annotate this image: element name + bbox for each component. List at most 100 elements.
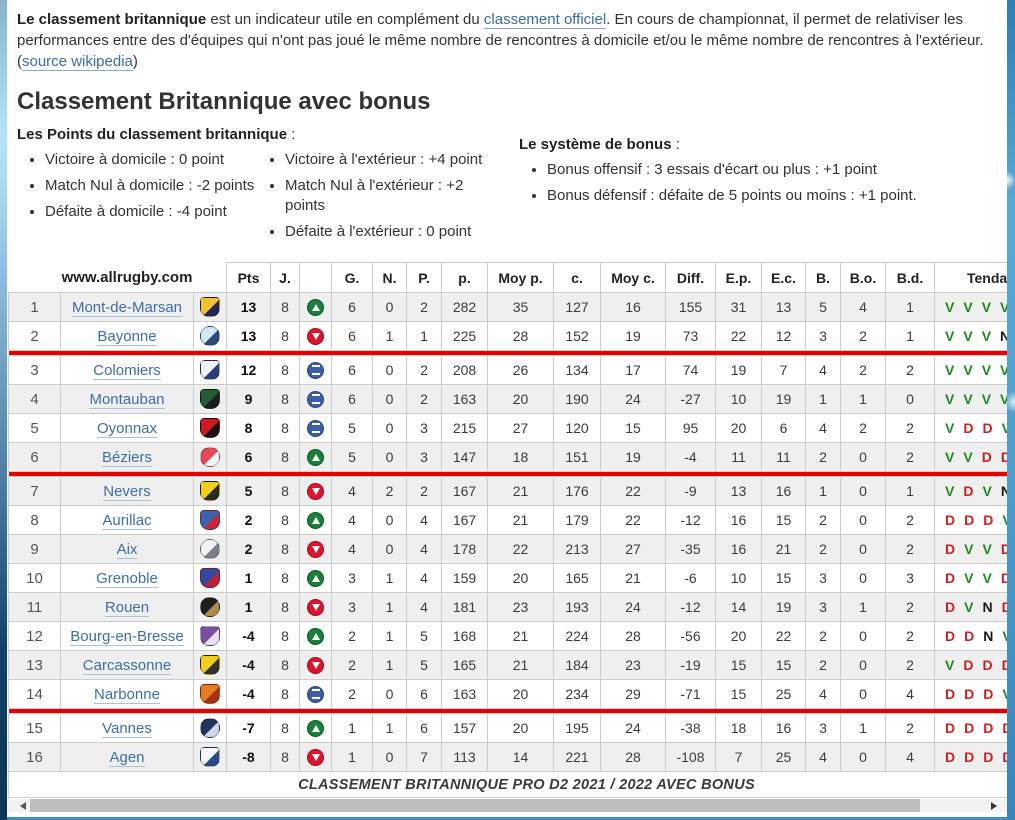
team-link[interactable]: Nevers xyxy=(103,482,151,501)
bonus-cell: 2 xyxy=(805,505,841,535)
offensive-bonus-cell: 1 xyxy=(840,713,886,743)
points-for-cell: 113 xyxy=(441,742,488,772)
team-cell: Nevers xyxy=(60,476,194,506)
avg-points-for-cell: 28 xyxy=(487,321,554,351)
losses-cell: 3 xyxy=(406,413,442,443)
tries-for-cell: 31 xyxy=(715,292,762,322)
team-link[interactable]: Grenoble xyxy=(96,569,158,588)
tries-for-cell: 15 xyxy=(715,679,762,709)
defensive-bonus-header: B.d. xyxy=(885,262,935,293)
trend-letter: V xyxy=(982,483,992,499)
scrollbar-left-arrow-icon[interactable] xyxy=(20,802,26,810)
team-link[interactable]: Mont-de-Marsan xyxy=(71,298,183,317)
pts-cell: 2 xyxy=(226,505,271,535)
trend-letter: D xyxy=(964,686,975,702)
team-link[interactable]: Colomiers xyxy=(93,361,161,380)
tries-for-cell: 18 xyxy=(715,713,762,743)
team-link[interactable]: Carcassonne xyxy=(82,656,172,675)
rank-cell: 6 xyxy=(8,442,61,472)
pts-cell: 1 xyxy=(226,592,271,622)
wins-cell: 1 xyxy=(331,713,373,743)
draws-cell: 0 xyxy=(372,534,407,564)
team-link[interactable]: Agen xyxy=(109,748,145,767)
team-link[interactable]: Bourg-en-Bresse xyxy=(70,627,184,646)
draws-cell: 2 xyxy=(372,476,407,506)
team-link[interactable]: Vannes xyxy=(102,719,152,738)
bonus-rules-title-suffix: : xyxy=(671,136,680,153)
defensive-bonus-cell: 0 xyxy=(885,384,935,414)
team-link[interactable]: Montauban xyxy=(89,390,165,409)
bonus-rules-title: Le système de bonus : xyxy=(519,134,917,155)
team-cell: Narbonne xyxy=(60,679,194,709)
trend-letter: D xyxy=(964,749,975,765)
trend-letter: V xyxy=(982,570,992,586)
tries-for-cell: 20 xyxy=(715,413,762,443)
trend-letter: N xyxy=(983,628,994,644)
team-logo-icon xyxy=(200,297,220,317)
draws-cell: 1 xyxy=(372,563,407,593)
team-link[interactable]: Aix xyxy=(116,540,138,559)
tries-against-cell: 16 xyxy=(761,713,806,743)
defensive-bonus-cell: 2 xyxy=(885,534,935,564)
tries-for-header: E.p. xyxy=(715,262,762,293)
trend-letter: D xyxy=(1002,599,1007,615)
avg-points-against-cell: 23 xyxy=(600,650,666,680)
logo-cell xyxy=(193,592,227,622)
tries-against-cell: 7 xyxy=(761,355,806,385)
team-link[interactable]: Aurillac xyxy=(102,511,152,530)
trend-letter: D xyxy=(983,749,994,765)
trend-icon-cell xyxy=(299,505,332,535)
diff-cell: 155 xyxy=(665,292,716,322)
trend-icon-cell xyxy=(299,650,332,680)
wins-cell: 3 xyxy=(331,592,373,622)
team-link[interactable]: Béziers xyxy=(101,448,153,467)
scrollbar-right-arrow-icon[interactable] xyxy=(991,802,997,810)
trend-letter: V xyxy=(964,599,974,615)
tries-for-cell: 7 xyxy=(715,742,762,772)
team-link[interactable]: Bayonne xyxy=(97,327,157,346)
trend-letter: V xyxy=(963,362,973,378)
trend-letters-cell: DVVD xyxy=(934,534,1007,564)
trend-equal-icon xyxy=(307,419,324,437)
team-logo-icon xyxy=(200,718,220,738)
pts-cell: 6 xyxy=(226,442,271,472)
wins-cell: 5 xyxy=(331,413,373,443)
team-cell: Agen xyxy=(60,742,194,772)
rank-cell: 4 xyxy=(8,384,61,414)
pts-cell: -4 xyxy=(226,621,271,651)
points-for-cell: 163 xyxy=(441,679,488,709)
played-cell: 8 xyxy=(270,505,300,535)
intro-text-2: . En cours de championnat, il permet de … xyxy=(17,11,984,70)
trend-letter: V xyxy=(945,391,955,407)
points-for-cell: 159 xyxy=(441,563,488,593)
trend-letter: V xyxy=(981,362,992,378)
team-cell: Aurillac xyxy=(60,505,194,535)
tries-for-cell: 11 xyxy=(715,442,762,472)
trend-letter: V xyxy=(1000,362,1007,378)
points-rule-item: Défaite à domicile : -4 point xyxy=(45,202,257,222)
avg-points-against-cell: 21 xyxy=(600,563,666,593)
losses-cell: 4 xyxy=(406,592,442,622)
team-cell: Béziers xyxy=(60,442,194,472)
team-link[interactable]: Oyonnax xyxy=(96,419,158,438)
tries-against-cell: 6 xyxy=(761,413,806,443)
page-content: Le classement britannique est un indicat… xyxy=(8,0,1007,817)
pts-cell: -4 xyxy=(226,650,271,680)
link-source-wikipedia[interactable]: source wikipedia xyxy=(22,53,133,71)
page-title: Classement Britannique avec bonus xyxy=(17,88,431,115)
played-cell: 8 xyxy=(270,534,300,564)
trend-down-icon xyxy=(307,482,324,500)
team-link[interactable]: Rouen xyxy=(104,598,150,617)
offensive-bonus-cell: 0 xyxy=(840,621,886,651)
trend-letter: V xyxy=(981,328,992,344)
horizontal-scrollbar[interactable] xyxy=(8,799,1007,812)
wins-cell: 1 xyxy=(331,742,373,772)
link-classement-officiel[interactable]: classement officiel xyxy=(483,11,607,29)
scrollbar-thumb[interactable] xyxy=(30,799,920,812)
trend-icon-cell xyxy=(299,355,332,385)
team-link[interactable]: Narbonne xyxy=(94,685,160,704)
wins-cell: 6 xyxy=(331,355,373,385)
diff-cell: -19 xyxy=(665,650,716,680)
trend-letter: V xyxy=(982,541,992,557)
points-rule-item: Match Nul à domicile : -2 points xyxy=(45,176,257,196)
